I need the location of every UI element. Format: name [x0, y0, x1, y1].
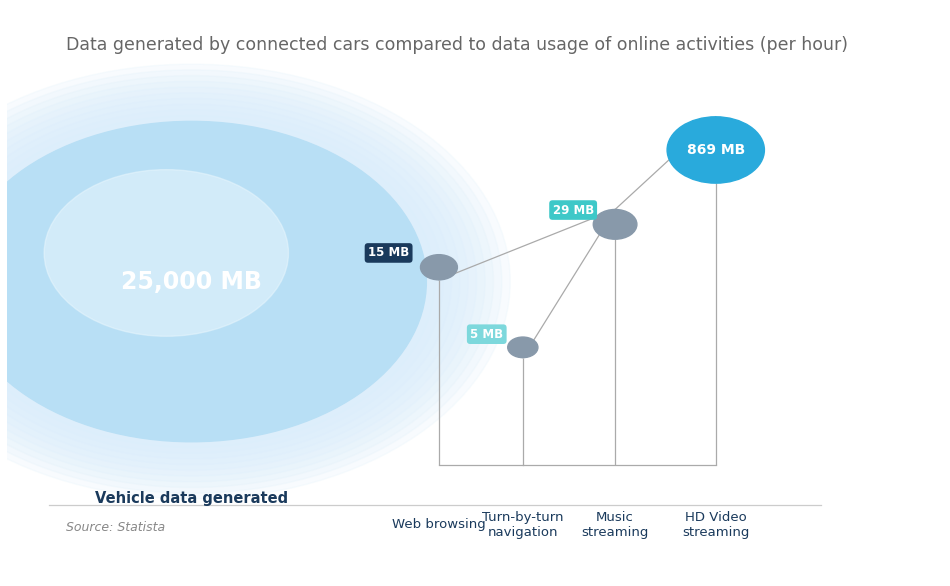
- Text: 29 MB: 29 MB: [553, 203, 594, 217]
- Circle shape: [0, 93, 468, 471]
- Text: Turn-by-turn
navigation: Turn-by-turn navigation: [482, 511, 563, 539]
- Circle shape: [667, 117, 765, 183]
- Circle shape: [0, 98, 460, 465]
- Text: Data generated by connected cars compared to data usage of online activities (pe: Data generated by connected cars compare…: [66, 36, 847, 53]
- Circle shape: [594, 209, 636, 239]
- Circle shape: [0, 115, 435, 448]
- Circle shape: [0, 110, 443, 453]
- Circle shape: [0, 121, 427, 442]
- Text: Vehicle data generated: Vehicle data generated: [95, 492, 288, 506]
- Text: Music
streaming: Music streaming: [581, 511, 649, 539]
- Text: 15 MB: 15 MB: [368, 247, 409, 260]
- Circle shape: [0, 76, 493, 488]
- Circle shape: [0, 70, 502, 493]
- Circle shape: [0, 104, 451, 459]
- Text: 869 MB: 869 MB: [687, 143, 745, 157]
- Text: Web browsing: Web browsing: [392, 518, 485, 531]
- Circle shape: [45, 170, 289, 336]
- Text: 25,000 MB: 25,000 MB: [121, 270, 262, 294]
- Circle shape: [507, 337, 538, 357]
- Circle shape: [0, 81, 485, 482]
- Circle shape: [0, 87, 477, 476]
- Circle shape: [0, 64, 510, 499]
- Text: Source: Statista: Source: Statista: [66, 521, 164, 534]
- Circle shape: [421, 255, 457, 280]
- Text: 5 MB: 5 MB: [470, 328, 504, 340]
- Text: HD Video
streaming: HD Video streaming: [682, 511, 750, 539]
